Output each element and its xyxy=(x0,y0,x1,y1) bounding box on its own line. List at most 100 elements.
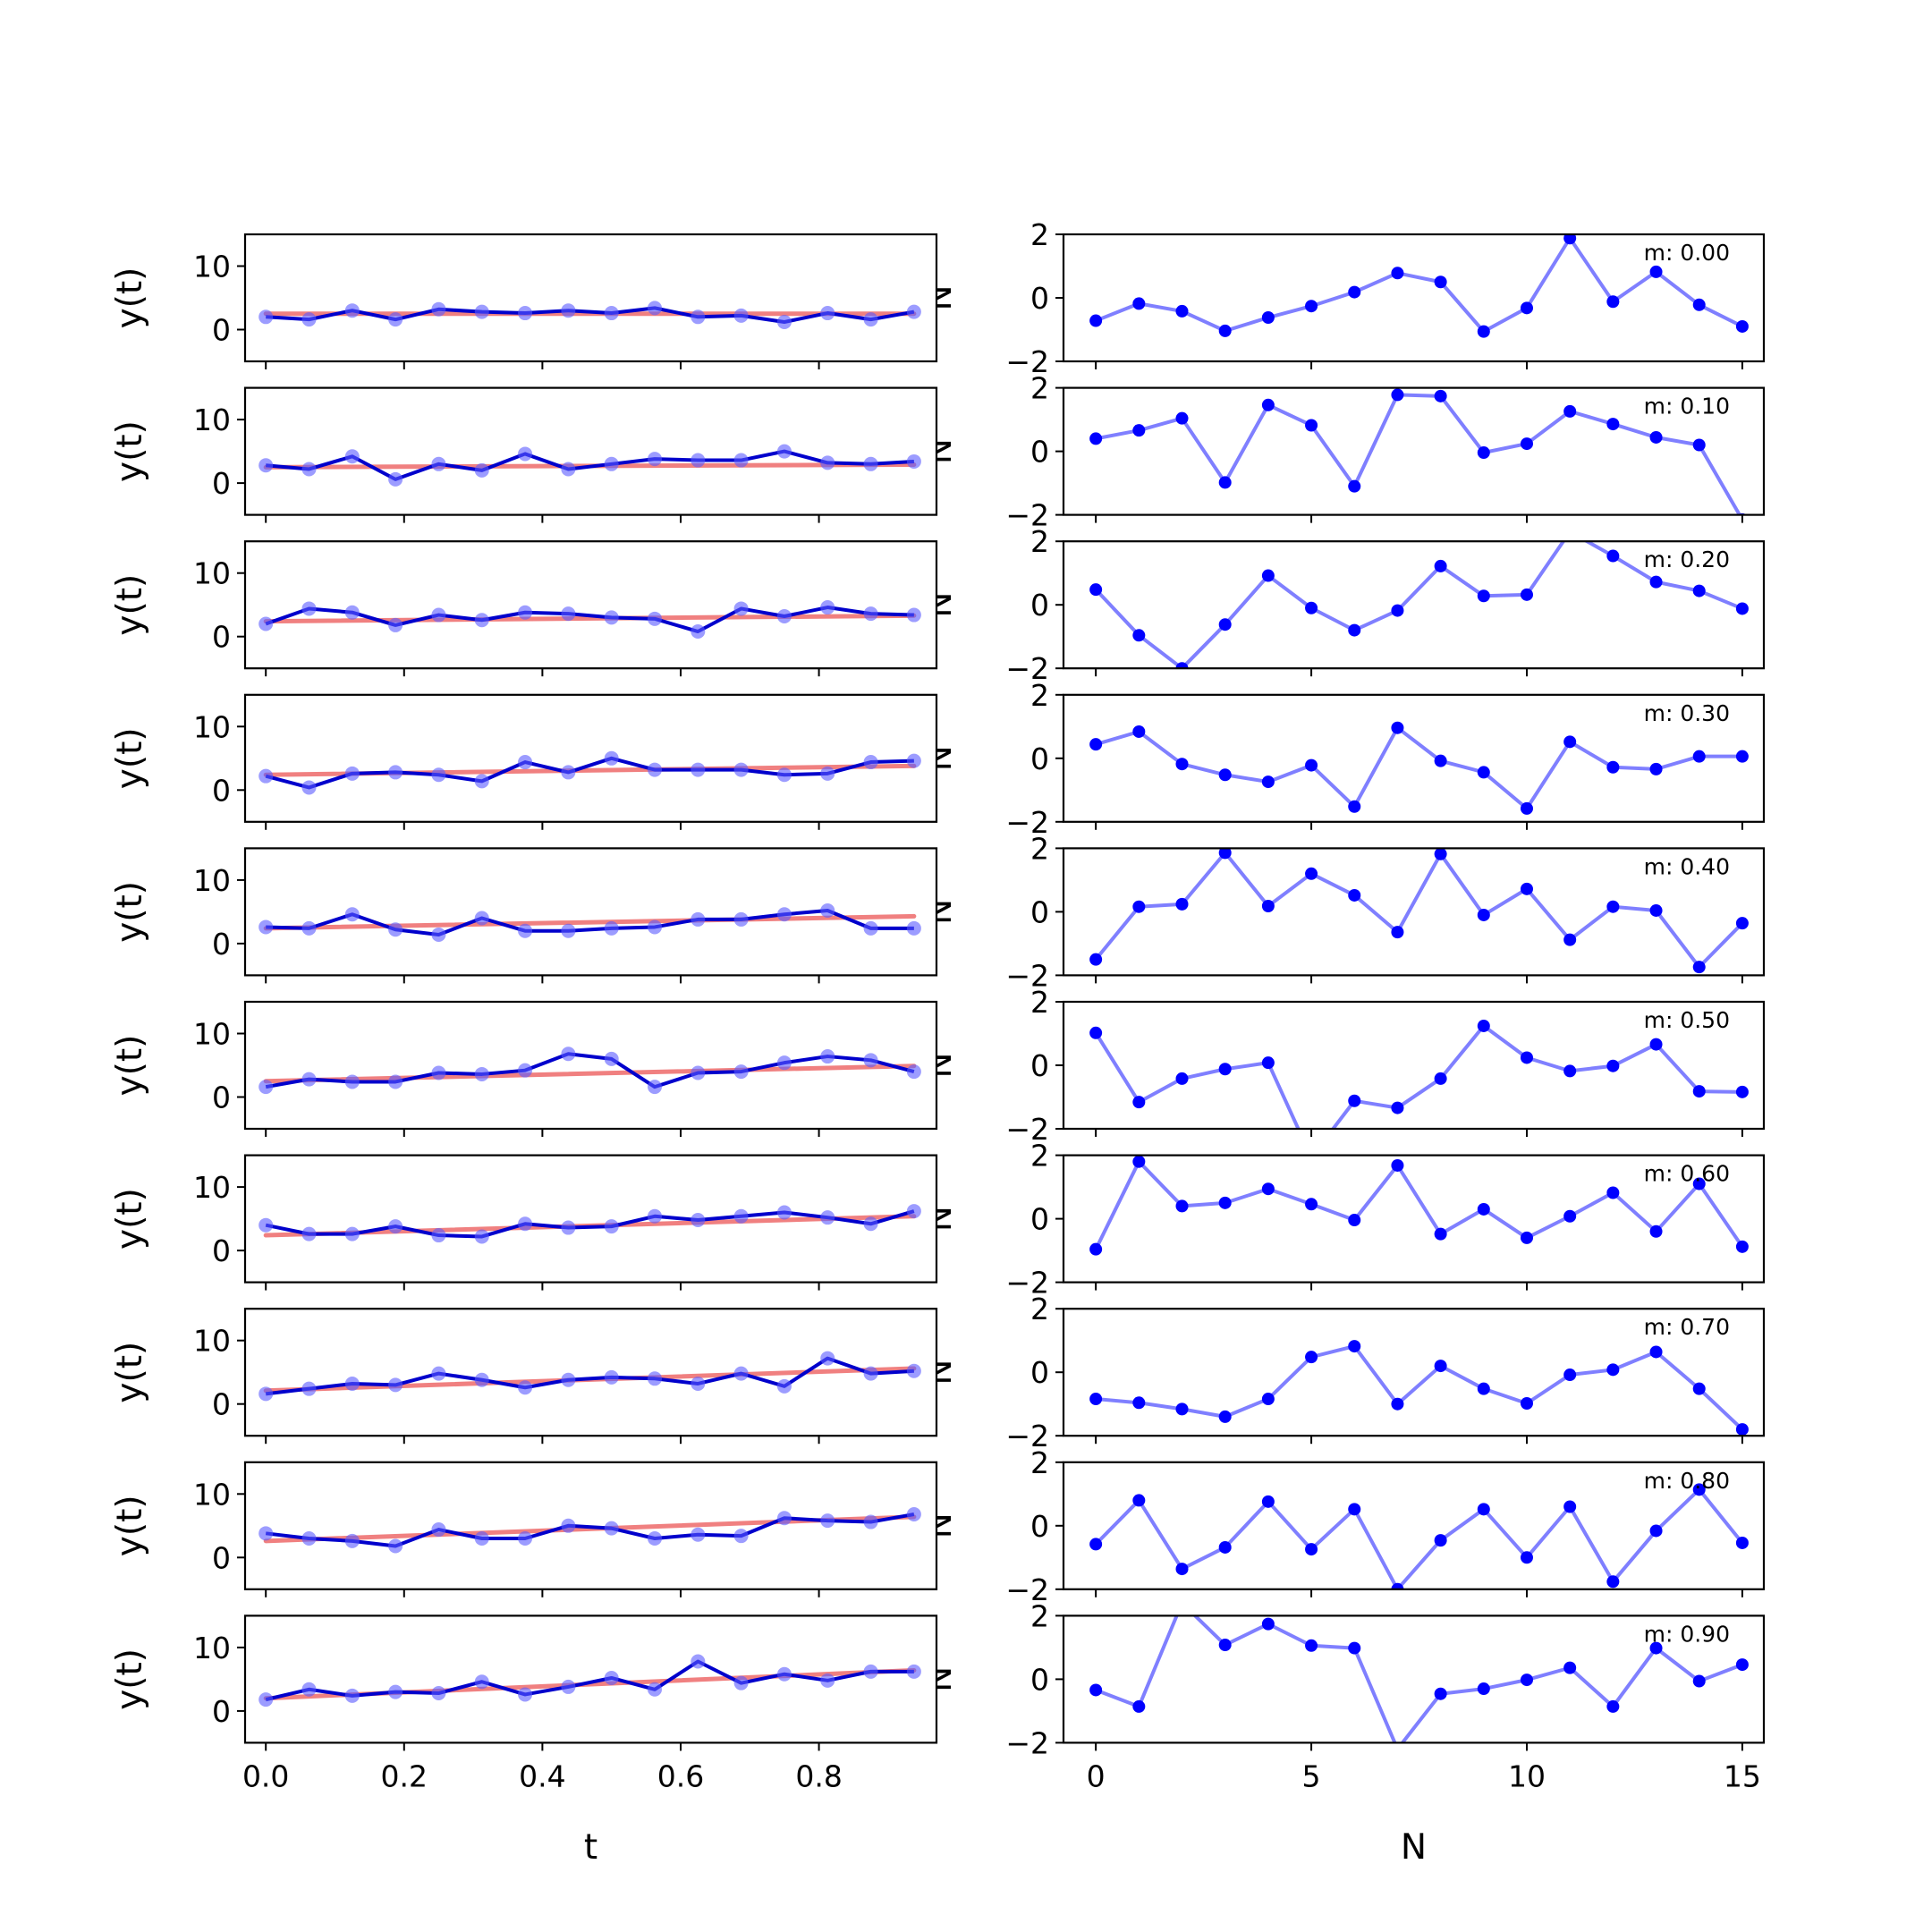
data-point xyxy=(733,1529,749,1544)
data-point xyxy=(776,314,792,329)
data-line xyxy=(265,756,914,790)
axes-background xyxy=(245,1002,936,1129)
y-tick-label: −2 xyxy=(1005,498,1049,533)
data-line xyxy=(265,1513,915,1548)
data-point xyxy=(604,610,619,625)
data-point xyxy=(1261,569,1275,582)
data-point xyxy=(301,601,317,616)
data-point xyxy=(1520,1051,1533,1064)
data-point xyxy=(1563,1209,1577,1223)
data-point xyxy=(1089,583,1103,597)
data-point xyxy=(1089,1026,1103,1039)
data-point xyxy=(1348,800,1361,813)
data-point xyxy=(1735,1658,1749,1672)
data-point xyxy=(474,1372,489,1387)
data-point xyxy=(776,444,792,459)
data-point xyxy=(1434,559,1447,572)
data-line xyxy=(265,606,914,634)
data-point xyxy=(906,453,921,469)
data-point xyxy=(518,923,533,938)
series-annotation: m: 0.70 xyxy=(1644,1314,1730,1340)
data-point xyxy=(648,1371,663,1386)
data-point xyxy=(733,911,749,927)
data-point xyxy=(1477,1382,1490,1395)
data-point xyxy=(431,456,446,471)
data-point xyxy=(1218,848,1232,860)
data-point xyxy=(604,1219,619,1234)
data-line xyxy=(266,306,915,324)
data-point xyxy=(1218,324,1232,337)
data-point xyxy=(863,312,878,327)
data-point xyxy=(648,762,663,777)
axes-background xyxy=(1063,848,1764,976)
data-point xyxy=(691,624,706,640)
data-point xyxy=(1735,750,1749,763)
series-annotation: m: 0.80 xyxy=(1644,1468,1730,1494)
data-point xyxy=(1132,1155,1146,1168)
data-point xyxy=(561,1518,576,1533)
data-point xyxy=(561,462,576,477)
data-point xyxy=(776,1666,792,1682)
y-tick-label: 0 xyxy=(1030,1048,1049,1083)
data-point xyxy=(258,616,274,631)
data-point xyxy=(1563,526,1576,538)
data-point xyxy=(863,456,878,471)
data-point xyxy=(776,1055,792,1071)
data-point xyxy=(431,1228,446,1243)
data-point xyxy=(648,452,663,467)
data-point xyxy=(1305,1639,1318,1652)
data-point xyxy=(561,923,576,938)
data-point xyxy=(1477,446,1490,460)
data-point xyxy=(1391,1158,1404,1172)
data-point xyxy=(258,1526,274,1541)
y-tick-label: 0 xyxy=(212,620,231,655)
data-point xyxy=(1176,1597,1189,1609)
data-point xyxy=(733,308,749,323)
y-tick-label: 0 xyxy=(212,313,231,348)
data-point xyxy=(1692,584,1706,597)
data-point xyxy=(518,605,533,620)
data-point xyxy=(1348,1503,1361,1516)
data-point xyxy=(1261,1056,1275,1070)
data-point xyxy=(301,1682,317,1697)
data-point xyxy=(388,1684,403,1699)
plot-area xyxy=(1089,1019,1749,1129)
y-tick-label: 2 xyxy=(1030,217,1049,252)
data-point xyxy=(1391,1582,1404,1589)
data-point xyxy=(1563,1368,1577,1382)
axes-frame xyxy=(243,540,938,670)
data-point xyxy=(1477,908,1490,921)
data-point xyxy=(691,762,706,777)
plot-area xyxy=(258,902,921,942)
plot-area xyxy=(1089,721,1749,815)
y-tick-label: 0 xyxy=(1030,435,1049,470)
data-point xyxy=(820,1513,835,1529)
data-line xyxy=(1094,541,1743,669)
data-point xyxy=(561,303,576,318)
data-point xyxy=(1477,1019,1490,1032)
y-tick-label: 10 xyxy=(193,1631,231,1665)
data-point xyxy=(1305,867,1318,880)
plot-area xyxy=(1089,1155,1749,1256)
series-annotation: m: 0.20 xyxy=(1644,547,1730,572)
data-point xyxy=(1391,721,1404,734)
data-point xyxy=(776,1378,792,1394)
data-point xyxy=(648,1080,663,1095)
data-point xyxy=(1391,388,1404,402)
data-point xyxy=(604,1521,619,1536)
data-point xyxy=(344,303,360,318)
data-point xyxy=(1606,1059,1620,1072)
data-point xyxy=(820,306,835,321)
y-tick-label: −2 xyxy=(1005,651,1049,686)
data-point xyxy=(388,1219,403,1234)
data-point xyxy=(344,1226,360,1241)
data-point xyxy=(518,1063,533,1078)
plot-area xyxy=(258,1507,921,1554)
data-point xyxy=(604,1369,619,1385)
y-tick-label: 2 xyxy=(1030,1292,1049,1326)
data-point xyxy=(733,1675,749,1690)
y-tick-label: 0 xyxy=(1030,1509,1049,1544)
data-point xyxy=(258,1386,274,1402)
